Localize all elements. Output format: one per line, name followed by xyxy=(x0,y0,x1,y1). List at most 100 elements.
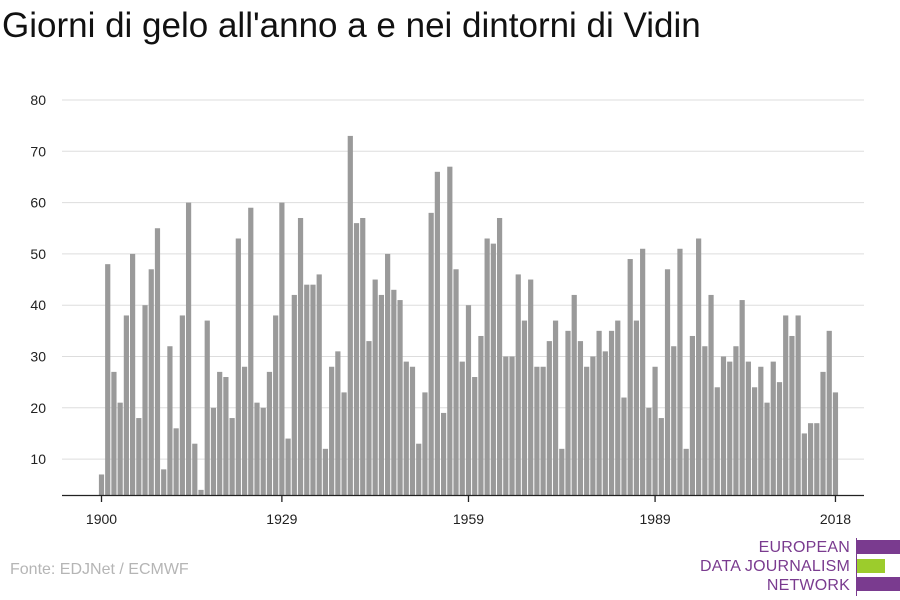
bar-2011 xyxy=(789,335,795,495)
bar-1955 xyxy=(441,412,447,495)
bar-1952 xyxy=(422,392,428,495)
bar-1950 xyxy=(409,366,416,495)
bar-1943 xyxy=(366,341,372,495)
bar-2012 xyxy=(795,315,801,495)
bar-1940 xyxy=(347,135,353,495)
y-tick-label: 20 xyxy=(30,400,46,416)
bar-1974 xyxy=(559,448,565,495)
bar-1905 xyxy=(130,253,136,495)
bar-2018 xyxy=(832,392,839,495)
bar-1906 xyxy=(136,418,142,495)
edjnet-logo: EUROPEAN DATA JOURNALISM NETWORK xyxy=(700,538,900,596)
logo-divider xyxy=(856,538,857,596)
bar-2010 xyxy=(783,315,789,495)
bars xyxy=(98,135,839,496)
bar-1981 xyxy=(602,351,608,495)
bar-1982 xyxy=(608,330,615,495)
bar-1968 xyxy=(521,320,528,495)
logo-bar-3 xyxy=(857,577,900,591)
bar-2006 xyxy=(758,366,764,495)
bar-1923 xyxy=(241,366,248,495)
bar-1908 xyxy=(148,269,154,495)
bar-2007 xyxy=(764,402,770,495)
bar-1909 xyxy=(154,228,161,495)
bar-1959 xyxy=(465,305,472,495)
bar-1978 xyxy=(584,366,590,495)
y-tick-label: 60 xyxy=(30,195,46,211)
bar-1995 xyxy=(689,335,695,495)
bar-1992 xyxy=(671,346,677,495)
bar-1915 xyxy=(192,443,198,495)
source-note: Fonte: EDJNet / ECMWF xyxy=(10,561,189,578)
x-tick-label: 1959 xyxy=(453,511,484,527)
bar-1921 xyxy=(229,418,235,495)
bar-1910 xyxy=(161,469,167,495)
bar-1922 xyxy=(235,238,241,495)
bar-1930 xyxy=(285,438,291,495)
bar-1928 xyxy=(273,315,279,495)
bar-1957 xyxy=(453,269,459,495)
bar-1972 xyxy=(546,341,552,495)
bar-1964 xyxy=(496,217,503,496)
bar-1920 xyxy=(223,377,229,495)
bar-1934 xyxy=(310,284,316,495)
bar-1989 xyxy=(652,366,658,495)
bar-1941 xyxy=(353,223,360,495)
bar-1917 xyxy=(204,320,210,495)
bar-1900 xyxy=(98,474,105,495)
bar-1953 xyxy=(428,212,434,495)
bar-1997 xyxy=(702,346,708,495)
bar-2008 xyxy=(770,361,776,495)
bar-1958 xyxy=(459,361,465,495)
y-tick-label: 10 xyxy=(30,451,46,467)
bar-1975 xyxy=(565,330,571,495)
bar-2016 xyxy=(820,371,826,495)
bar-1985 xyxy=(627,259,633,495)
bar-1949 xyxy=(403,361,409,495)
bar-1954 xyxy=(434,171,440,495)
bar-1979 xyxy=(590,356,596,495)
bar-1998 xyxy=(708,294,714,495)
logo-text: EUROPEAN DATA JOURNALISM NETWORK xyxy=(700,538,850,595)
x-tick-label: 1900 xyxy=(86,511,117,527)
chart-title: Giorni di gelo all'anno a e nei dintorni… xyxy=(2,6,701,45)
bar-1988 xyxy=(646,407,652,495)
bar-1936 xyxy=(322,448,329,495)
bar-2017 xyxy=(826,330,832,495)
bar-1980 xyxy=(596,330,602,495)
x-tick-label: 1929 xyxy=(266,511,297,527)
y-tick-label: 50 xyxy=(30,246,46,262)
x-tick-label: 2018 xyxy=(820,511,851,527)
bar-2013 xyxy=(801,433,807,495)
bar-1961 xyxy=(478,335,484,495)
x-tick-labels: 1900 1929 1959 1989 2018 xyxy=(86,495,851,527)
bar-1914 xyxy=(185,202,192,495)
bar-1967 xyxy=(515,274,521,495)
bar-2001 xyxy=(727,361,733,495)
bar-2002 xyxy=(733,346,739,495)
logo-bar-2 xyxy=(857,559,885,573)
bar-1926 xyxy=(260,407,266,495)
bar-1999 xyxy=(714,387,720,495)
bar-1911 xyxy=(167,346,173,495)
bar-1903 xyxy=(117,402,123,495)
bar-1924 xyxy=(248,207,254,495)
bar-1994 xyxy=(683,448,689,495)
bar-1904 xyxy=(123,315,129,495)
bar-1951 xyxy=(416,443,422,495)
bar-1956 xyxy=(447,166,453,496)
y-tick-label: 70 xyxy=(30,143,46,159)
bar-2009 xyxy=(776,382,783,495)
bar-1933 xyxy=(304,284,310,495)
bar-1991 xyxy=(664,269,671,495)
bar-2015 xyxy=(814,423,820,495)
bar-1962 xyxy=(484,238,490,495)
bar-1948 xyxy=(397,300,403,495)
bar-1919 xyxy=(217,371,223,495)
bar-1902 xyxy=(111,371,117,495)
bar-1947 xyxy=(391,289,397,495)
bar-1971 xyxy=(540,366,546,495)
bar-1977 xyxy=(577,341,584,495)
x-tick-label: 1989 xyxy=(640,511,671,527)
